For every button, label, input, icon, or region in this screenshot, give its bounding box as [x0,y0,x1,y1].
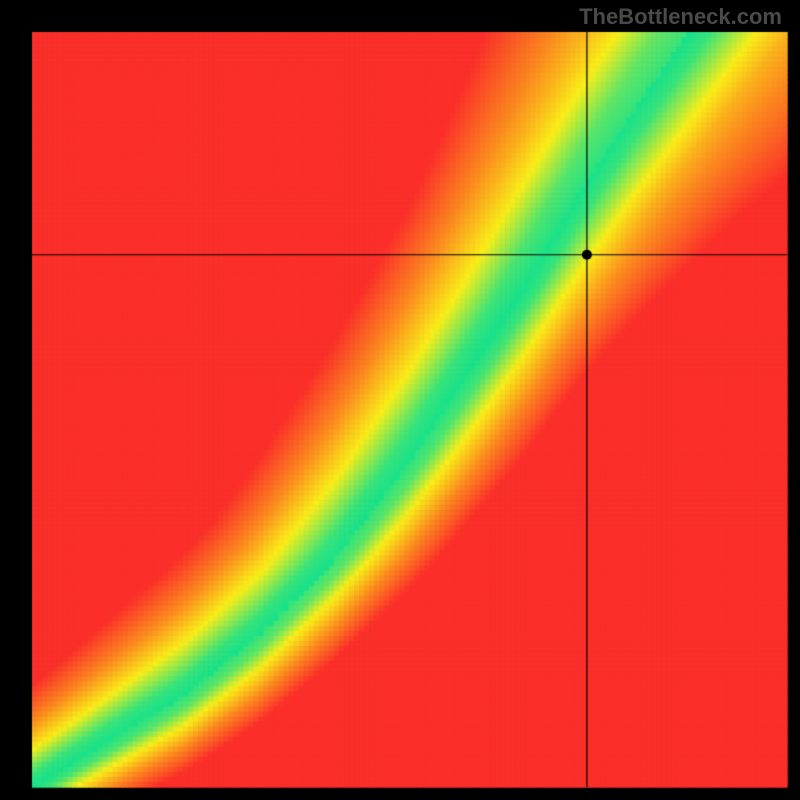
heatmap-canvas [0,0,800,800]
watermark-text: TheBottleneck.com [579,4,782,30]
chart-container: TheBottleneck.com [0,0,800,800]
